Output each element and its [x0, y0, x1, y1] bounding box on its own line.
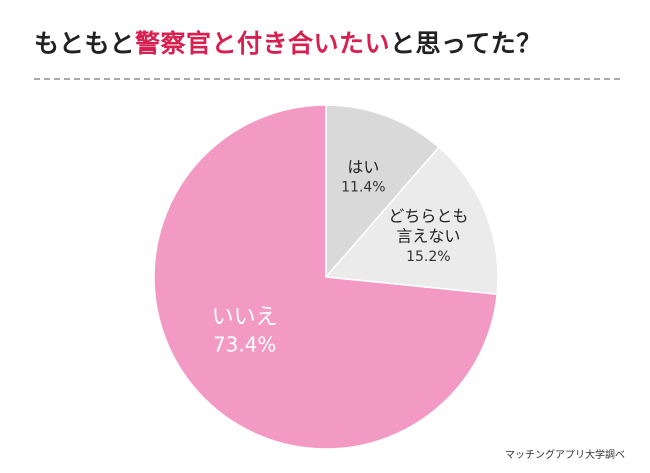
- pie-slice-3: [153, 104, 498, 450]
- slice-value-2: 15.2%: [406, 249, 450, 265]
- source-note: マッチングアプリ大学調べ: [505, 450, 625, 461]
- chart-title-suffix: と思ってた？: [390, 29, 542, 58]
- pie-slice-1: [325, 104, 440, 280]
- chart-title-prefix: もともと: [34, 29, 136, 58]
- slice-value-3: 73.4%: [213, 332, 277, 356]
- slice-label-2-line-1: どちらとも: [388, 207, 468, 226]
- slice-label-3: いいえ: [212, 305, 278, 330]
- chart-title-highlight: 警察官と付き合いたい: [135, 29, 391, 58]
- slice-label-2-line-2: 言えない: [396, 227, 460, 246]
- slice-label-1: はい: [347, 157, 379, 176]
- pie-slice-2: [324, 146, 499, 296]
- slice-value-1: 11.4%: [341, 180, 385, 196]
- chart-title: もともと警察官と付き合いたいと思ってた？: [34, 24, 542, 60]
- title-divider: [34, 78, 620, 80]
- pie-slices: [153, 104, 499, 450]
